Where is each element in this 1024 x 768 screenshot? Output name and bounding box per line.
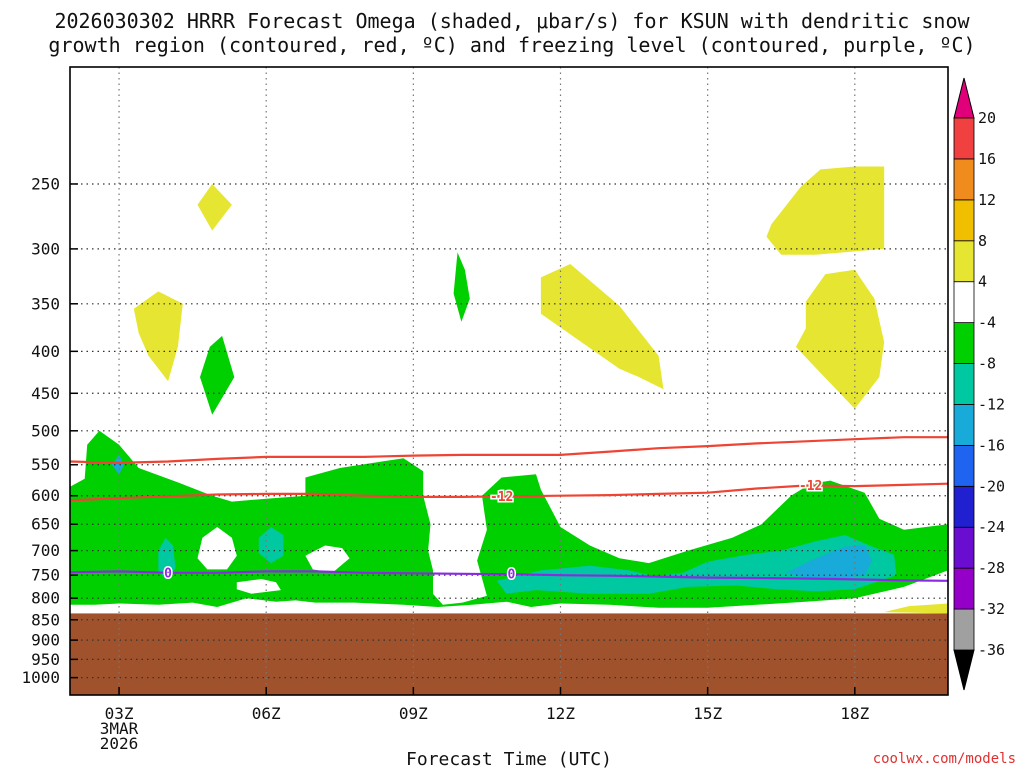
colorbar-label-20: 20 bbox=[978, 109, 996, 127]
y-tick-label-500: 500 bbox=[31, 421, 60, 440]
colorbar-label--32: -32 bbox=[978, 600, 1005, 618]
omega-region-15 bbox=[111, 454, 124, 475]
y-tick-label-850: 850 bbox=[31, 610, 60, 629]
colorbar-swatch-2 bbox=[953, 526, 975, 569]
colorbar-label-8: 8 bbox=[978, 232, 987, 250]
x-tick-label-03Z: 03Z bbox=[105, 704, 134, 723]
dendritic-lower-label-1: -12 bbox=[799, 479, 822, 494]
y-tick-label-450: 450 bbox=[31, 384, 60, 403]
colorbar-label-12: 12 bbox=[978, 191, 996, 209]
colorbar-swatch-11 bbox=[953, 158, 975, 201]
x-tick-label-06Z: 06Z bbox=[252, 704, 281, 723]
x-axis-label: Forecast Time (UTC) bbox=[406, 749, 612, 768]
y-tick-label-300: 300 bbox=[31, 239, 60, 258]
freezing-level-label-1: 0 bbox=[508, 568, 516, 583]
y-tick-label-1000: 1000 bbox=[21, 668, 60, 687]
colorbar-swatch-9 bbox=[953, 240, 975, 283]
colorbar-label--36: -36 bbox=[978, 641, 1005, 659]
y-tick-label-550: 550 bbox=[31, 455, 60, 474]
colorbar-swatch-0 bbox=[953, 608, 975, 651]
colorbar-swatch-6 bbox=[953, 363, 975, 405]
y-tick-label-350: 350 bbox=[31, 294, 60, 313]
omega-region-5 bbox=[766, 166, 885, 255]
colorbar-label-4: 4 bbox=[978, 273, 987, 291]
chart-title-line-1: 2026030302 HRRR Forecast Omega (shaded, … bbox=[54, 9, 970, 33]
colorbar-swatch-8 bbox=[953, 281, 975, 324]
omega-region-3 bbox=[453, 252, 470, 322]
x-tick-label-12Z: 12Z bbox=[546, 704, 575, 723]
terrain-surface bbox=[70, 613, 948, 695]
omega-region-2 bbox=[200, 335, 235, 415]
colorbar-label--4: -4 bbox=[978, 314, 996, 332]
y-tick-label-950: 950 bbox=[31, 650, 60, 669]
y-tick-label-650: 650 bbox=[31, 515, 60, 534]
colorbar-swatch-7 bbox=[953, 322, 975, 364]
colorbar-label--28: -28 bbox=[978, 559, 1005, 577]
omega-region-16 bbox=[884, 603, 948, 614]
omega-region-6 bbox=[795, 269, 885, 409]
freezing-level-label-0: 0 bbox=[164, 566, 172, 581]
colorbar-swatch-10 bbox=[953, 199, 975, 242]
y-tick-label-750: 750 bbox=[31, 566, 60, 585]
chart-title-line-2: growth region (contoured, red, ºC) and f… bbox=[48, 33, 975, 57]
omega-region-11 bbox=[158, 537, 176, 580]
colorbar-label-16: 16 bbox=[978, 150, 996, 168]
y-tick-label-800: 800 bbox=[31, 589, 60, 608]
y-tick-label-400: 400 bbox=[31, 342, 60, 361]
colorbar-over-triangle bbox=[953, 77, 975, 119]
colorbar-under-triangle bbox=[953, 649, 975, 691]
colorbar-label--16: -16 bbox=[978, 436, 1005, 454]
dendritic-upper-contour bbox=[69, 436, 948, 464]
colorbar-swatch-4 bbox=[953, 444, 975, 487]
omega-region-10 bbox=[236, 579, 281, 594]
omega-region-4 bbox=[540, 264, 664, 390]
omega-shading bbox=[70, 166, 948, 614]
omega-region-0 bbox=[197, 184, 232, 231]
omega-region-14 bbox=[786, 545, 872, 579]
colorbar-label--24: -24 bbox=[978, 518, 1005, 536]
site-credit[interactable]: coolwx.com/models bbox=[873, 751, 1016, 767]
grid-lines bbox=[70, 67, 948, 695]
x-tick-label-2026: 2026 bbox=[100, 734, 139, 753]
pressure-axis: 250 300 350 400 450 500 550 600 650 700 750 800 850 9… bbox=[21, 174, 78, 687]
colorbar-label--8: -8 bbox=[978, 355, 996, 373]
dendritic-lower-contour bbox=[69, 482, 949, 502]
x-tick-label-18Z: 18Z bbox=[840, 704, 869, 723]
colorbar: -36 -32 -28 -24 -20 -16 -12 -8 -4 4 8 12 16 20 bbox=[953, 77, 1005, 691]
below-ground-fill bbox=[70, 613, 948, 695]
x-tick-label-3MAR: 3MAR bbox=[100, 719, 139, 738]
omega-region-12 bbox=[258, 527, 284, 564]
y-tick-label-250: 250 bbox=[31, 174, 60, 193]
dendritic-lower-label-0: -12 bbox=[490, 490, 513, 505]
colorbar-swatch-3 bbox=[953, 485, 975, 528]
colorbar-swatch-5 bbox=[953, 404, 975, 446]
y-tick-label-700: 700 bbox=[31, 541, 60, 560]
omega-region-8 bbox=[197, 527, 237, 570]
plot-frame bbox=[69, 66, 949, 696]
x-tick-label-09Z: 09Z bbox=[399, 704, 428, 723]
x-tick-label-15Z: 15Z bbox=[693, 704, 722, 723]
y-tick-label-900: 900 bbox=[31, 631, 60, 650]
omega-region-9 bbox=[305, 545, 350, 573]
freezing-level-contour bbox=[69, 570, 949, 582]
colorbar-swatch-12 bbox=[953, 117, 975, 160]
colorbar-label--20: -20 bbox=[978, 477, 1005, 495]
colorbar-label--12: -12 bbox=[978, 395, 1005, 413]
y-tick-label-600: 600 bbox=[31, 486, 60, 505]
temperature-contours: -12 -12 0 0 bbox=[69, 436, 949, 584]
omega-region-1 bbox=[133, 291, 183, 382]
colorbar-swatch-1 bbox=[953, 567, 975, 610]
